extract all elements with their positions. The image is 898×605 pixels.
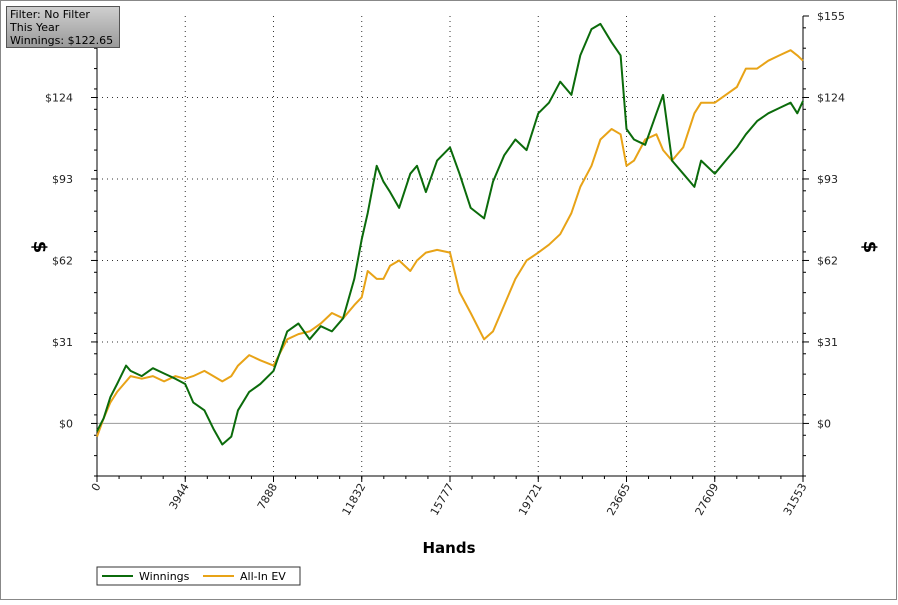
legend: Winnings All-In EV [96, 566, 301, 586]
series-winnings-line [96, 22, 804, 446]
legend-label-allin-ev: All-In EV [240, 570, 286, 583]
y-tick-label-right: $155 [817, 10, 845, 23]
y-tick-label-left: $62 [52, 254, 73, 267]
grid [97, 16, 803, 476]
y-tick-label-right: $93 [817, 173, 838, 186]
y-tick-label-left: $0 [59, 417, 73, 430]
axis-labels: Hands $ $ [29, 241, 880, 557]
period-label: This Year [10, 21, 60, 34]
legend-label-winnings: Winnings [139, 570, 190, 583]
y-axis-title-right: $ [859, 241, 880, 254]
y-tick-label-left: $93 [52, 173, 73, 186]
legend-box [96, 566, 301, 586]
x-axis-title: Hands [422, 539, 475, 557]
y-tick-label-left: $31 [52, 336, 73, 349]
series-lines [96, 22, 804, 446]
y-axis-title-left: $ [29, 241, 50, 254]
filter-label: Filter: No Filter [10, 8, 90, 21]
series-allin-ev-line [96, 49, 804, 437]
y-tick-label-right: $124 [817, 91, 845, 104]
y-tick-label-right: $0 [817, 417, 831, 430]
winnings-label: Winnings: $122.65 [10, 34, 114, 47]
y-tick-label-right: $31 [817, 336, 838, 349]
filter-info-box: Filter: No Filter This Year Winnings: $1… [6, 6, 120, 48]
y-tick-label-right: $62 [817, 254, 838, 267]
y-tick-label-left: $124 [45, 91, 73, 104]
